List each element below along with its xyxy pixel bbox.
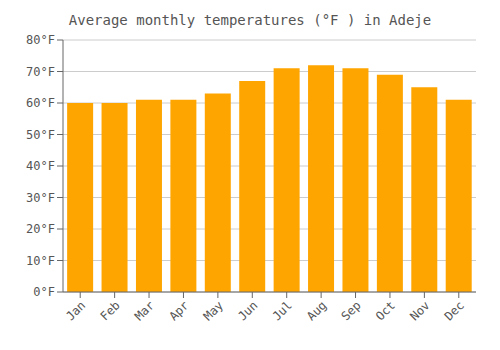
svg-text:70°F: 70°F xyxy=(26,65,55,79)
svg-text:10°F: 10°F xyxy=(26,254,55,268)
svg-text:30°F: 30°F xyxy=(26,191,55,205)
svg-text:Dec: Dec xyxy=(442,298,467,323)
svg-text:Jan: Jan xyxy=(63,298,88,323)
svg-text:Nov: Nov xyxy=(407,298,432,323)
svg-text:Sep: Sep xyxy=(338,298,363,323)
svg-text:May: May xyxy=(201,298,226,323)
svg-text:60°F: 60°F xyxy=(26,96,55,110)
svg-text:40°F: 40°F xyxy=(26,159,55,173)
svg-text:0°F: 0°F xyxy=(33,285,55,299)
svg-text:Feb: Feb xyxy=(98,298,123,323)
svg-text:80°F: 80°F xyxy=(26,33,55,47)
svg-text:20°F: 20°F xyxy=(26,222,55,236)
svg-text:Mar: Mar xyxy=(132,298,157,323)
svg-text:Jun: Jun xyxy=(235,298,260,323)
svg-text:50°F: 50°F xyxy=(26,128,55,142)
html-text:Average monthly temperatures (: Average monthly temperatures (°F ) in Ad… xyxy=(68,12,432,28)
svg-text:Jul: Jul xyxy=(270,298,295,323)
svg-text:Oct: Oct xyxy=(373,298,398,323)
svg-text:Apr: Apr xyxy=(166,298,191,323)
svg-text:Aug: Aug xyxy=(304,298,329,323)
